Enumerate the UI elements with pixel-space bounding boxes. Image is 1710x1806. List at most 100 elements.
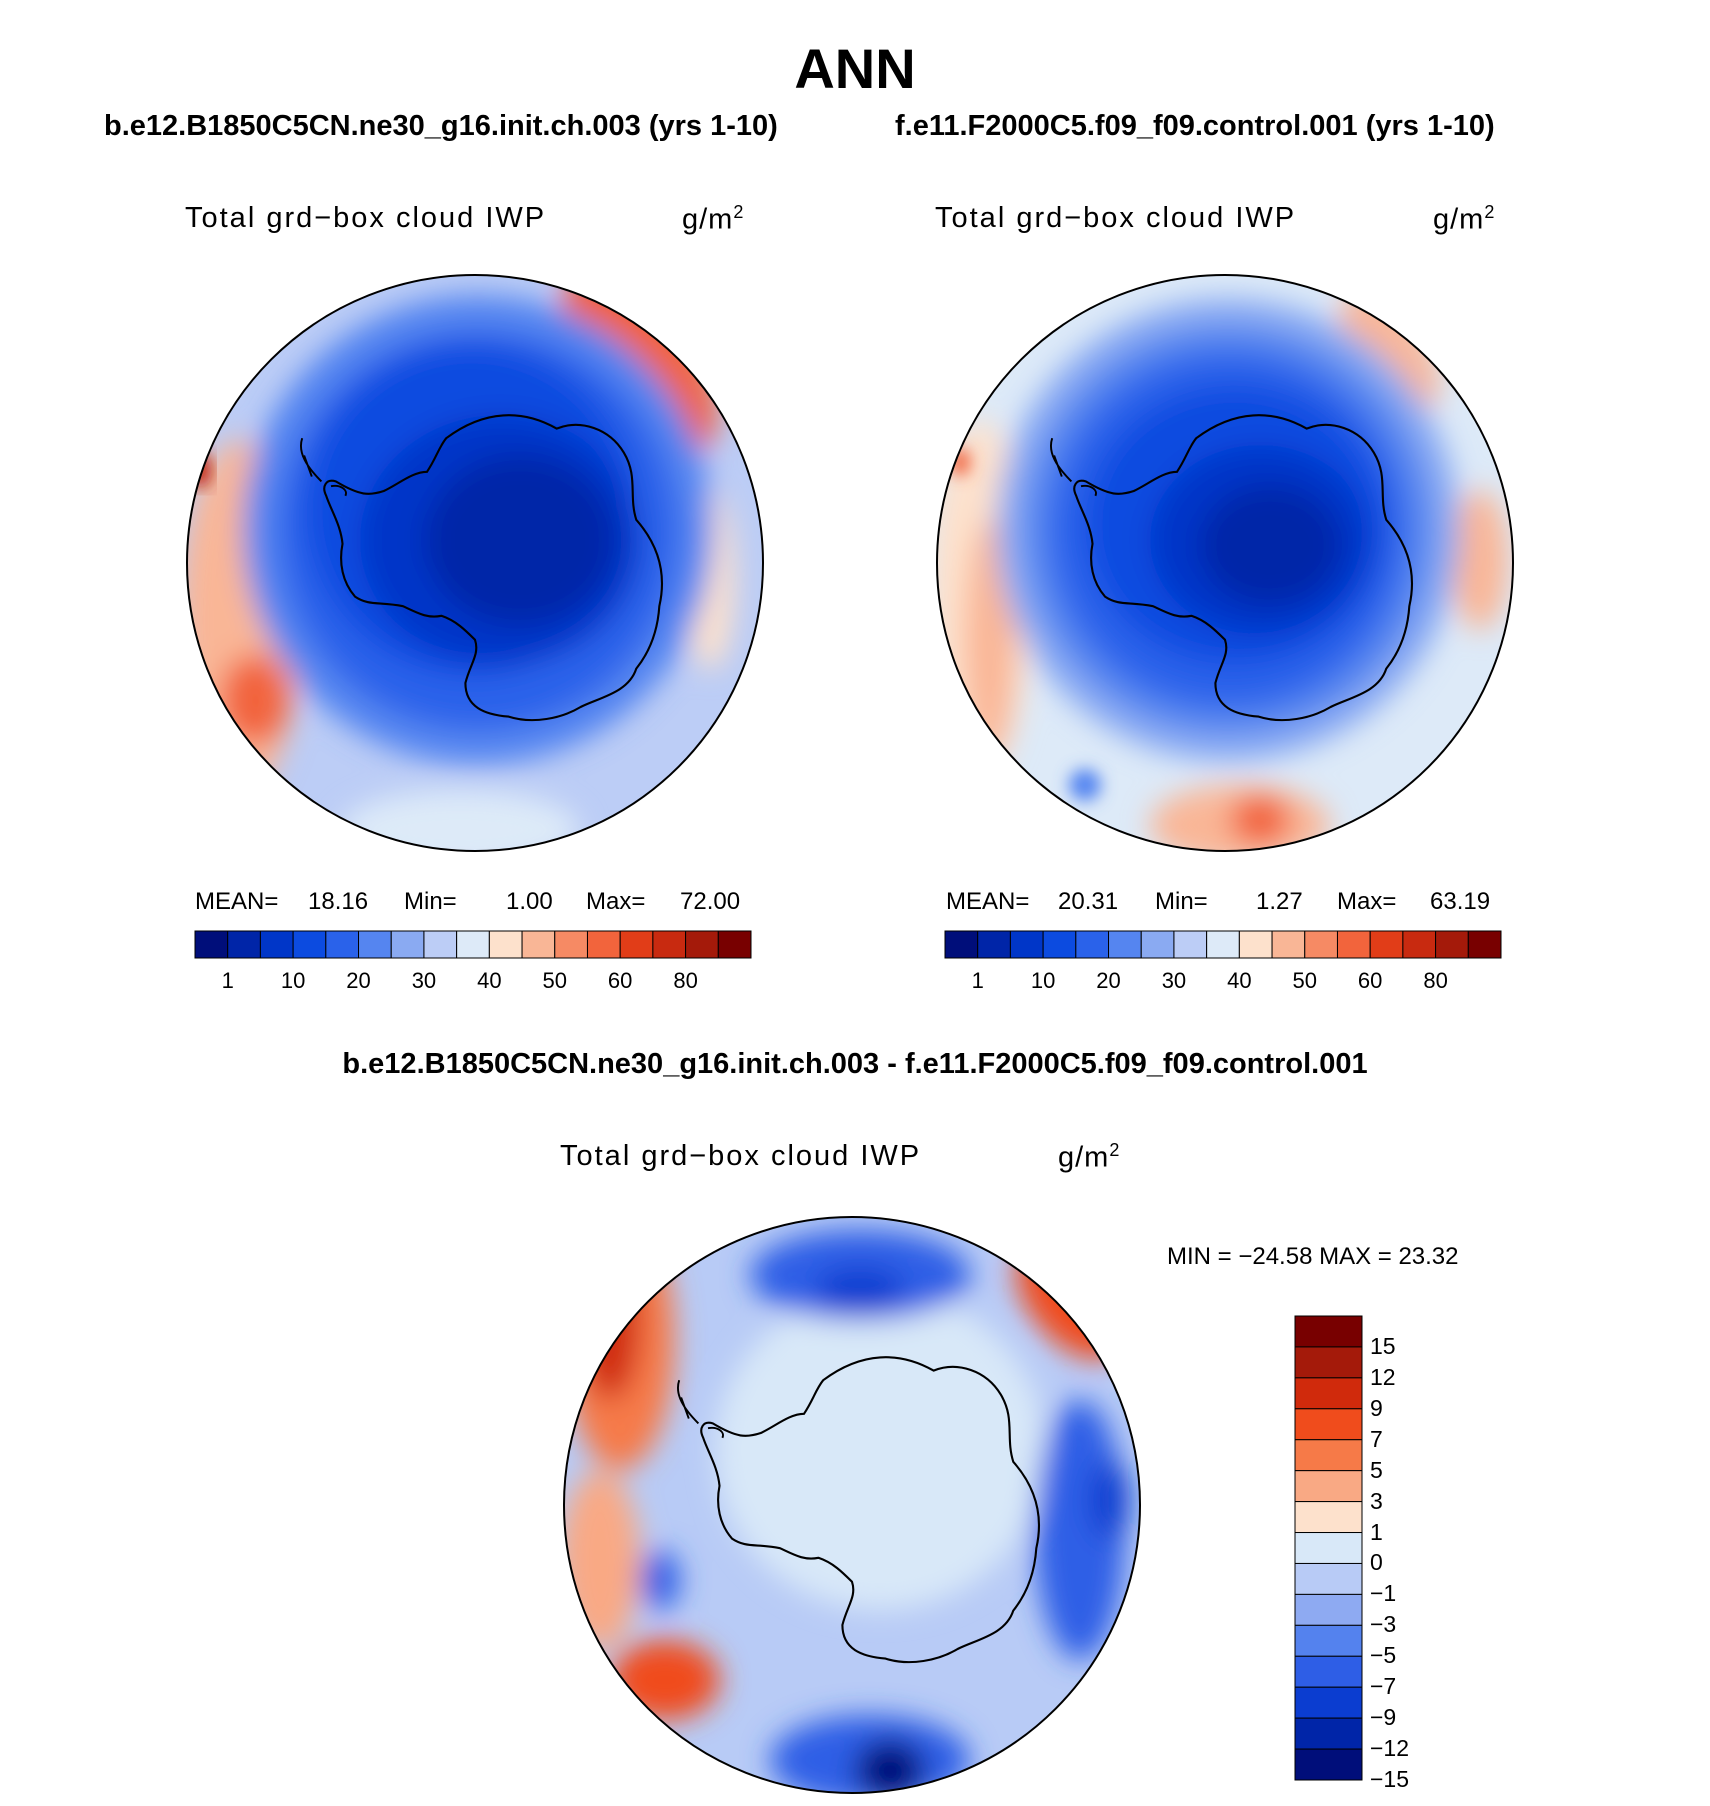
control-colorbar xyxy=(944,930,1502,959)
difference-colorbar-box xyxy=(1294,1748,1363,1781)
test-min-value: 1.00 xyxy=(506,888,553,915)
test-mean-value: 18.16 xyxy=(308,888,369,915)
control-colorbar-tick-label: 60 xyxy=(1357,968,1383,993)
test-colorbar-box xyxy=(521,930,556,959)
difference-colorbar-box xyxy=(1294,1377,1363,1410)
control-max-value: 63.19 xyxy=(1430,888,1491,915)
control-colorbar-box xyxy=(944,930,979,959)
test-colorbar-tick-label: 50 xyxy=(542,968,567,993)
difference-colorbar-box xyxy=(1294,1562,1363,1595)
test-colorbar-box xyxy=(358,930,392,959)
test-colorbar-box xyxy=(423,930,458,959)
test-colorbar-box xyxy=(586,930,621,959)
difference-colorbar-tick-label: −5 xyxy=(1370,1642,1397,1669)
control-colorbar-tick-label: 40 xyxy=(1227,968,1252,993)
difference-colorbar-box xyxy=(1294,1439,1363,1472)
control-colorbar-box xyxy=(1336,930,1371,959)
test-colorbar-box xyxy=(390,930,425,959)
difference-units: g/m2 xyxy=(1058,1140,1121,1174)
test-colorbar-box xyxy=(292,930,327,959)
control-colorbar-box xyxy=(1173,930,1208,959)
difference-colorbar-tick-label: 12 xyxy=(1370,1363,1396,1390)
control-min-value: 1.27 xyxy=(1256,888,1303,915)
difference-minmax: MIN = −24.58 MAX = 23.32 xyxy=(1167,1243,1459,1270)
test-colorbar-tick-label: 1 xyxy=(221,968,234,993)
difference-colorbar-box xyxy=(1294,1686,1363,1719)
difference-colorbar xyxy=(1294,1315,1363,1781)
control-colorbar-tick-label: 30 xyxy=(1161,968,1187,993)
difference-variable-name: Total grd−box cloud IWP xyxy=(560,1140,922,1172)
test-max-label: Max= xyxy=(586,888,646,915)
control-colorbar-box xyxy=(1271,930,1306,959)
test-max-value: 72.00 xyxy=(680,888,741,915)
control-colorbar-box xyxy=(1009,930,1044,959)
control-colorbar-tick-label: 50 xyxy=(1292,968,1317,993)
test-mean-label: MEAN= xyxy=(195,888,279,915)
test-colorbar-box xyxy=(619,930,654,959)
test-map xyxy=(187,275,763,851)
control-colorbar-box xyxy=(1402,930,1437,959)
difference-colorbar-tick-label: 7 xyxy=(1370,1425,1383,1452)
difference-colorbar-tick-label: −7 xyxy=(1370,1673,1397,1700)
control-colorbar-tick-label: 80 xyxy=(1423,968,1448,993)
test-colorbar-box xyxy=(227,930,261,959)
test-stats: MEAN= 18.16 Min= 1.00 Max= 72.00 xyxy=(0,888,1710,918)
control-colorbar-box xyxy=(1369,930,1404,959)
difference-colorbar-tick-label: −9 xyxy=(1370,1704,1397,1731)
test-colorbar-tick-label: 80 xyxy=(673,968,698,993)
control-colorbar-box xyxy=(1206,930,1240,959)
difference-colorbar-box xyxy=(1294,1315,1363,1348)
difference-colorbar-box xyxy=(1294,1593,1363,1626)
difference-colorbar-box xyxy=(1294,1624,1363,1657)
difference-colorbar-tick-label: 3 xyxy=(1370,1487,1383,1514)
control-units: g/m2 xyxy=(1433,202,1496,236)
difference-title: b.e12.B1850C5CN.ne30_g16.init.ch.003 - f… xyxy=(342,1048,1368,1080)
control-case-title: f.e11.F2000C5.f09_f09.control.001 (yrs 1… xyxy=(895,110,1495,142)
control-colorbar-tick-label: 20 xyxy=(1096,968,1121,993)
control-colorbar-tick-label: 1 xyxy=(971,968,984,993)
test-colorbar-box xyxy=(488,930,523,959)
test-colorbar-box xyxy=(325,930,360,959)
control-colorbar-box xyxy=(1075,930,1110,959)
control-colorbar-tick-label: 10 xyxy=(1030,968,1056,993)
test-min-label: Min= xyxy=(404,888,457,915)
difference-colorbar-box xyxy=(1294,1717,1363,1750)
difference-colorbar-tick-label: 5 xyxy=(1370,1456,1383,1483)
test-colorbar-tick-label: 10 xyxy=(280,968,306,993)
difference-colorbar-tick-label: 9 xyxy=(1370,1394,1383,1421)
test-case-title: b.e12.B1850C5CN.ne30_g16.init.ch.003 (yr… xyxy=(104,110,778,142)
control-map xyxy=(937,275,1513,851)
test-variable-name: Total grd−box cloud IWP xyxy=(185,202,547,234)
test-colorbar-tick-label: 60 xyxy=(607,968,633,993)
control-variable-name: Total grd−box cloud IWP xyxy=(935,202,1297,234)
control-colorbar-box xyxy=(977,930,1011,959)
control-stats: MEAN= 20.31 Min= 1.27 Max= 63.19 xyxy=(0,888,1710,918)
test-colorbar-tick-label: 40 xyxy=(477,968,502,993)
test-colorbar-box xyxy=(685,930,719,959)
control-colorbar-box xyxy=(1238,930,1273,959)
difference-map xyxy=(564,1217,1140,1793)
difference-colorbar-tick-label: 0 xyxy=(1370,1549,1383,1576)
control-min-label: Min= xyxy=(1155,888,1208,915)
difference-colorbar-tick-label: 1 xyxy=(1370,1518,1383,1545)
difference-colorbar-box xyxy=(1294,1501,1363,1534)
control-colorbar-box xyxy=(1304,930,1338,959)
season-title: ANN xyxy=(794,37,916,100)
control-mean-label: MEAN= xyxy=(946,888,1030,915)
control-colorbar-box xyxy=(1140,930,1175,959)
test-colorbar-box xyxy=(259,930,294,959)
control-max-label: Max= xyxy=(1337,888,1397,915)
test-colorbar-box xyxy=(652,930,687,959)
test-colorbar-box xyxy=(554,930,588,959)
test-colorbar-box xyxy=(194,930,229,959)
difference-colorbar-box xyxy=(1294,1532,1363,1564)
control-colorbar-box xyxy=(1435,930,1469,959)
test-colorbar-tick-label: 30 xyxy=(411,968,437,993)
test-units: g/m2 xyxy=(682,202,745,236)
difference-colorbar-box xyxy=(1294,1408,1363,1441)
difference-colorbar-box xyxy=(1294,1655,1363,1688)
difference-colorbar-tick-label: −1 xyxy=(1370,1580,1397,1607)
control-colorbar-box xyxy=(1108,930,1142,959)
control-mean-value: 20.31 xyxy=(1058,888,1119,915)
